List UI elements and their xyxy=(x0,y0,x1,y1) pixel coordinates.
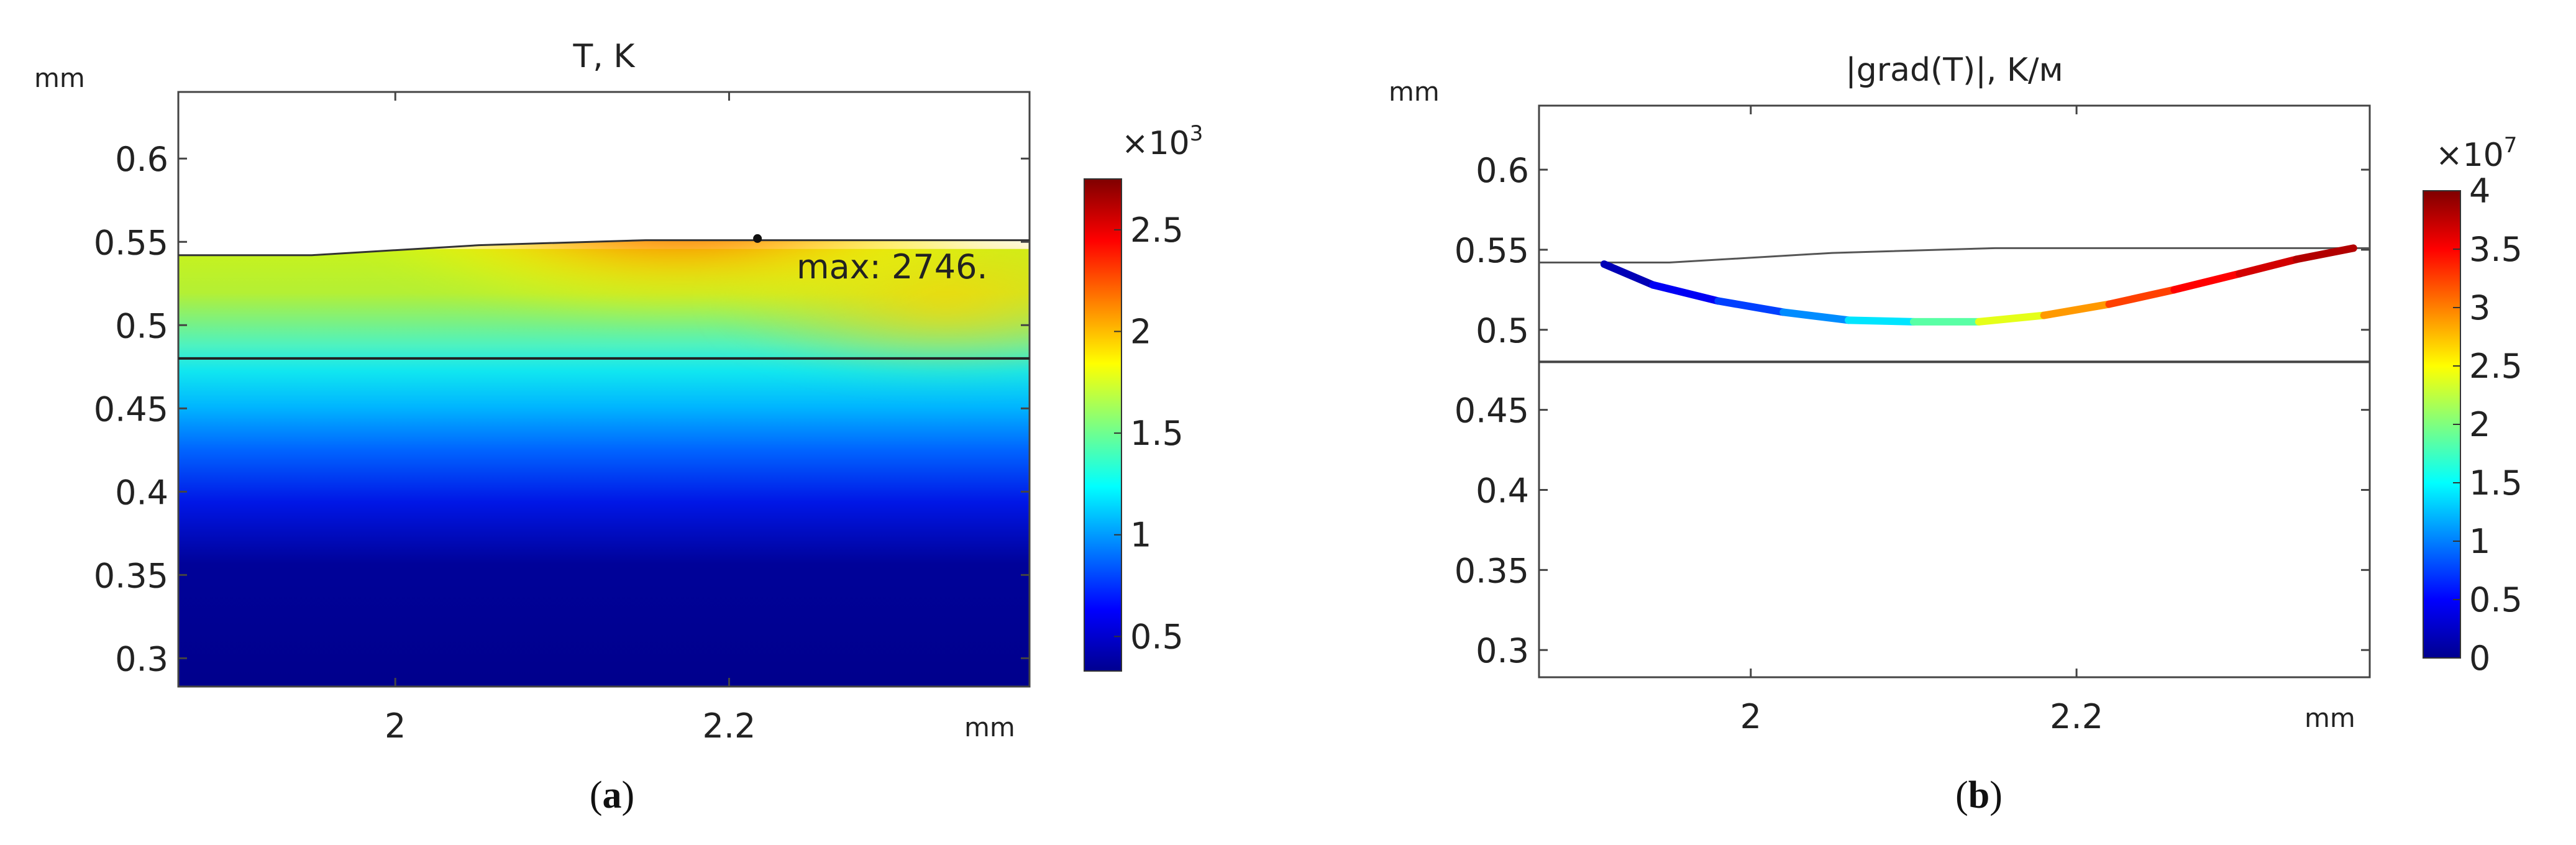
melt-boundary-segment xyxy=(1600,260,1657,289)
colorbar-tick-label: 0.5 xyxy=(1130,617,1184,656)
colorbar-tick-label: 3 xyxy=(2469,288,2490,327)
panel-b-gradient: |grad(T)|, K/м mm mm 0.60.550.50.450.40.… xyxy=(1389,52,2523,816)
colorbar-tick-label: 2.5 xyxy=(1130,211,1184,250)
y-tick-label: 0.35 xyxy=(94,556,168,595)
colorbar-multiplier: ×103 xyxy=(1121,121,1203,162)
melt-boundary-segment xyxy=(1714,297,1788,316)
y-tick-label: 0.45 xyxy=(94,390,168,429)
x-axis: 2 2.2 xyxy=(385,92,756,746)
x-tick-label: 2.2 xyxy=(2050,697,2103,736)
x-tick-label: 2 xyxy=(1740,697,1761,736)
y-tick-label: 0.3 xyxy=(1476,631,1529,670)
colorbar-tick-label: 0 xyxy=(2469,639,2490,678)
y-tick-label: 0.55 xyxy=(94,223,168,262)
colorbar-tick-label: 2.5 xyxy=(2469,347,2523,386)
colorbar-gradient: ×107 4 3.5 3 2.5 2 1.5 1 0.5 0 xyxy=(2423,133,2523,678)
colorbar-tick-label: 3.5 xyxy=(2469,230,2523,269)
y-tick-label: 0.55 xyxy=(1455,231,1529,270)
melt-boundary-segment xyxy=(2040,300,2113,319)
y-axis-unit: mm xyxy=(1389,76,1440,107)
melt-boundary-segment xyxy=(1975,311,2048,326)
colorbar-multiplier: ×107 xyxy=(2436,133,2517,174)
x-tick-label: 2 xyxy=(385,706,406,746)
plot-overlay xyxy=(178,234,1030,360)
x-axis-unit: mm xyxy=(964,712,1015,742)
melt-boundary-segment xyxy=(2170,270,2244,294)
y-tick-label: 0.35 xyxy=(1455,551,1529,590)
melt-boundary-segment xyxy=(2236,255,2301,278)
y-tick-label: 0.6 xyxy=(1476,151,1529,190)
colorbar-tick-label: 1.5 xyxy=(2469,464,2523,503)
colorbar-tick-label: 1 xyxy=(1130,516,1151,555)
y-axis: 0.6 0.55 0.5 0.45 0.4 0.35 0.3 xyxy=(94,140,1030,678)
melt-boundary-segment xyxy=(1845,316,1917,326)
colorbar-tick-label: 0.5 xyxy=(2469,580,2523,619)
surface-line xyxy=(178,239,1030,257)
melt-boundary-segment xyxy=(1649,281,1722,305)
y-tick-label: 0.5 xyxy=(115,306,168,345)
chart-title: |grad(T)|, K/м xyxy=(1845,52,2063,89)
max-point xyxy=(753,234,762,243)
colorbar-tick-label: 1.5 xyxy=(1130,414,1184,453)
caption-a: (a) xyxy=(590,774,634,816)
y-axis-unit: mm xyxy=(34,63,85,93)
y-tick-label: 0.4 xyxy=(1476,471,1529,510)
caption-b: (b) xyxy=(1955,774,2003,816)
y-tick-label: 0.5 xyxy=(1476,311,1529,350)
colorbar-tick-label: 2 xyxy=(2469,405,2490,444)
melt-boundary-segment xyxy=(2293,244,2357,263)
x-tick-label: 2.2 xyxy=(703,706,756,746)
melt-boundary-segment xyxy=(1779,308,1853,324)
chart-title: T, K xyxy=(573,38,636,75)
y-tick-label: 0.3 xyxy=(115,639,168,678)
plot-frame xyxy=(177,91,1031,688)
temperature-field xyxy=(177,91,1031,688)
y-tick-label: 0.4 xyxy=(115,473,168,512)
surface-line xyxy=(1539,247,2370,264)
max-annotation: max: 2746. xyxy=(797,247,988,286)
y-axis: 0.6 0.55 0.5 0.45 0.4 0.35 0.3 xyxy=(1455,151,2370,670)
colorbar-tick-label: 1 xyxy=(2469,522,2490,561)
x-axis-unit: mm xyxy=(2304,703,2355,733)
gradient-plot xyxy=(1538,104,2371,678)
plot-frame xyxy=(1538,104,2371,678)
y-tick-label: 0.45 xyxy=(1455,391,1529,431)
colorbar-temperature: ×103 2.5 2 1.5 1 0.5 xyxy=(1084,121,1203,672)
panel-a-temperature: T, K mm mm 0.60.550.50.450.40.350.3 2 2.2… xyxy=(34,38,1203,816)
x-axis: 2 2.2 xyxy=(1740,106,2103,736)
melt-boundary-segment xyxy=(2105,286,2178,308)
y-tick-label: 0.6 xyxy=(115,140,168,179)
colorbar-tick-label: 4 xyxy=(2469,171,2490,211)
colorbar-gradient xyxy=(1084,178,1122,672)
colorbar-tick-label: 2 xyxy=(1130,312,1151,351)
